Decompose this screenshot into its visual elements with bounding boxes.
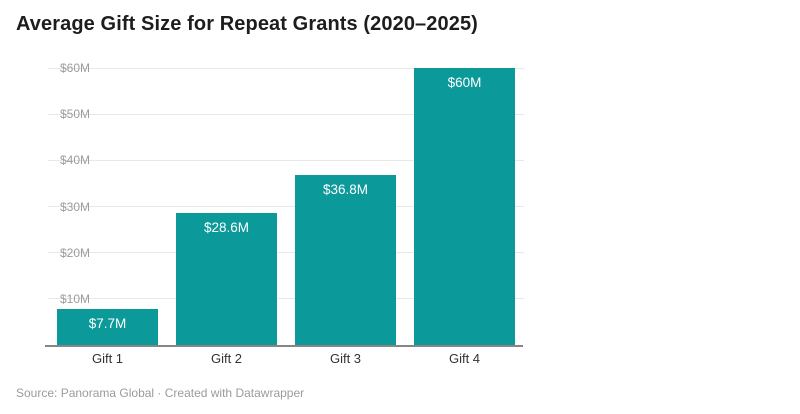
bar-value-label: $60M [447, 75, 482, 90]
x-axis-tick-label: Gift 2 [210, 351, 243, 366]
bar-value-label: $36.8M [322, 182, 369, 198]
gridline-$30M [48, 206, 524, 207]
y-axis-tick-label: $20M [59, 245, 90, 260]
plot-area: $10M $20M $30M $40M $50M $60M $7.7M $28.6M $36.8… [48, 62, 524, 345]
x-axis-tick-label: Gift 1 [91, 351, 124, 366]
y-axis-tick-label: $40M [59, 153, 90, 168]
x-axis-tick-label: Gift 3 [329, 351, 362, 366]
chart-title: Average Gift Size for Repeat Grants (202… [16, 13, 478, 35]
bar-gift-4: $60M [414, 68, 515, 345]
bar-gift-3: $36.8M [295, 175, 396, 345]
y-axis-tick-label: $50M [59, 107, 90, 122]
bar-value-label: $28.6M [203, 219, 250, 235]
source-attribution: Source: Panorama Global · Created with D… [16, 386, 305, 400]
gridline-$10M [48, 298, 524, 300]
y-axis-tick-label: $10M [59, 291, 90, 306]
bar-gift-1: $7.7M [57, 309, 158, 345]
bar-value-label: $7.7M [88, 316, 127, 332]
gridline-$60M [48, 67, 524, 69]
bar-gift-2: $28.6M [176, 212, 277, 345]
gridline-$50M [48, 113, 524, 115]
y-axis-tick-label: $60M [59, 61, 90, 75]
y-axis-tick-label: $30M [59, 199, 90, 214]
x-axis-tick-label: Gift 4 [448, 351, 481, 366]
gridline-$20M [48, 252, 524, 254]
gridline-$40M [48, 159, 524, 161]
x-axis-line [45, 345, 523, 347]
